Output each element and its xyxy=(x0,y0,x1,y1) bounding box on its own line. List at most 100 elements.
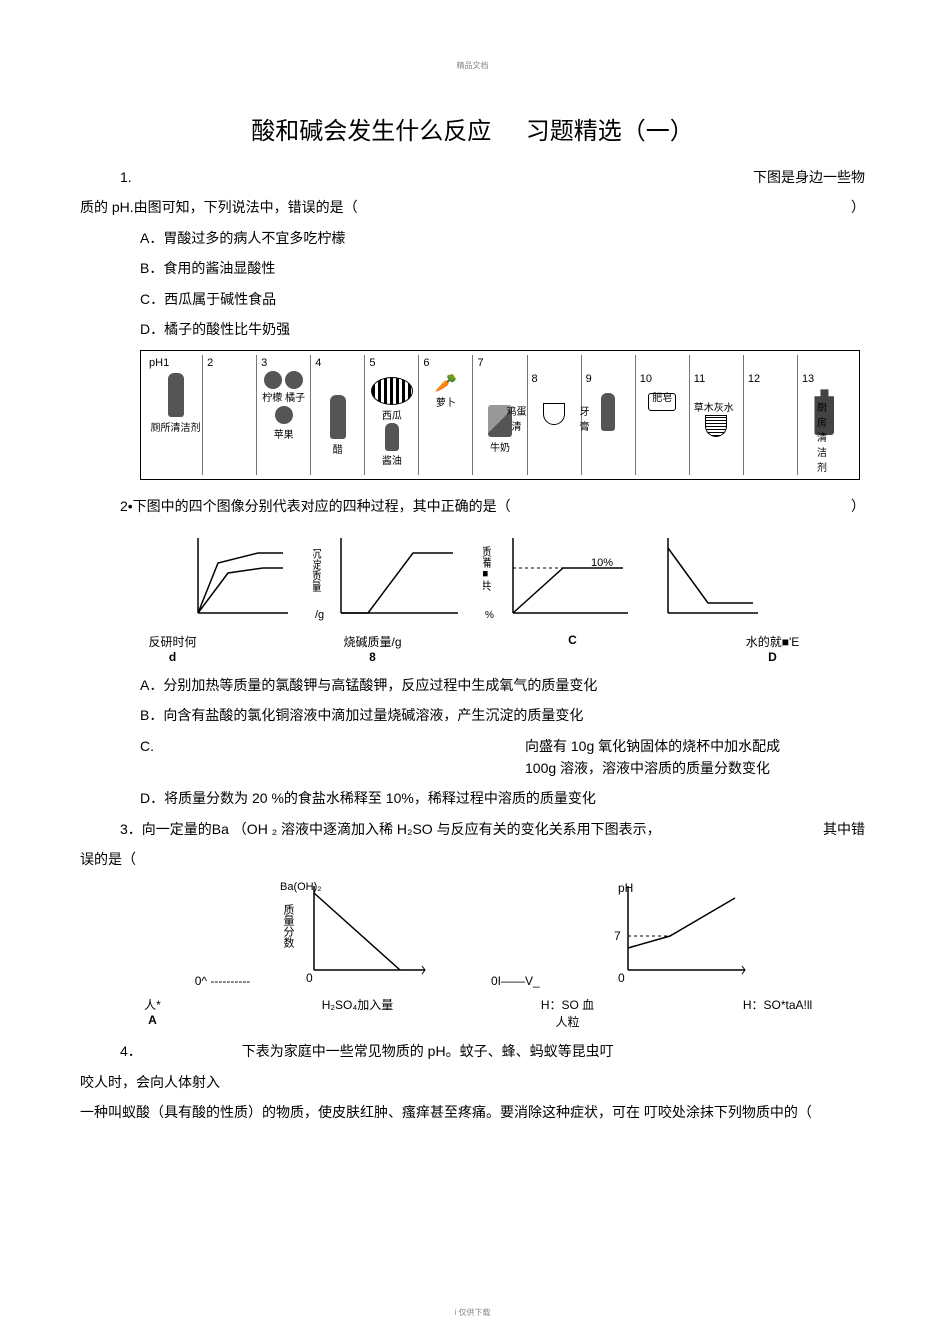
q2-option-A: A．分别加热等质量的氯酸钾与高锰酸钾，反应过程中生成氧气的质量变化 xyxy=(80,674,865,696)
q3c-l1: 0I——V_ xyxy=(460,974,570,988)
q2-option-C-r1: 向盛有 10g 氧化钠固体的烧杯中加水配成 xyxy=(525,738,780,754)
q3c-l3: 人粒 xyxy=(555,1015,579,1029)
q2b-letter: 8 xyxy=(303,650,443,664)
item-vinegar: 醋 xyxy=(333,441,343,456)
svg-text:%: % xyxy=(485,610,494,621)
q2-graph-a xyxy=(183,528,293,628)
title-row: 酸和碱会发生什么反应 习题精选（一） xyxy=(80,111,865,146)
q3-stem1-r: 其中错 xyxy=(823,818,865,840)
q2-option-B: B．向含有盐酸的氯化铜溶液中滴加过量烧碱溶液，产生沉淀的质量变化 xyxy=(80,704,865,726)
svg-text:0: 0 xyxy=(618,971,625,985)
q2b-ylabel: 沉淀质量 xyxy=(313,547,322,591)
q3a-xr: 人* xyxy=(144,998,161,1012)
ph-tick-6: 6 xyxy=(423,357,429,369)
q4-num: 4． xyxy=(120,1040,142,1062)
q3d-7: 7 xyxy=(614,929,621,943)
item-radish: 萝卜 xyxy=(436,394,456,409)
item-lemon-orange: 柠檬 橘子 xyxy=(262,389,305,404)
item-watermelon: 西瓜 xyxy=(382,407,402,422)
item-toothpaste: 牙膏 xyxy=(578,403,592,433)
item-milk: 牛奶 xyxy=(490,439,510,454)
q2-option-D: D．将质量分数为 20 %的食盐水稀释至 10%，稀释过程中溶质的质量变化 xyxy=(80,787,865,809)
ph-tick-4: 4 xyxy=(315,357,321,369)
orange-icon xyxy=(285,371,303,389)
svg-text:0: 0 xyxy=(306,971,313,985)
q2a-letter: d xyxy=(103,650,243,664)
q3-stem-line1: 3．向一定量的Ba （OH ₂ 溶液中逐滴加入稀 H₂SO 与反应有关的变化关系… xyxy=(80,818,865,840)
q1-line2-right: ） xyxy=(851,196,865,218)
q2-stem: 2•下图中的四个图像分别代表对应的四种过程，其中正确的是（ ） xyxy=(80,495,865,517)
q2-graph-d xyxy=(653,528,763,628)
q3d-xlabel: H：SO*taA!ll xyxy=(708,996,848,1030)
apple-icon xyxy=(275,406,293,424)
q1-number: 1. xyxy=(80,166,132,188)
radish-icon: 🥕 xyxy=(435,373,457,394)
ph-tick-1: 1 xyxy=(163,357,169,369)
q2c-10pct: 10% xyxy=(591,557,613,569)
title-sub: 习题精选（一） xyxy=(526,111,694,146)
q3-stem1-l: 3．向一定量的Ba （OH ₂ 溶液中逐滴加入稀 H₂SO 与反应有关的变化关系… xyxy=(120,818,661,840)
ph-tick-10: 10 xyxy=(640,373,652,385)
svg-text:质備■共: 质備■共 xyxy=(483,545,492,591)
q1-line2: 质的 pH.由图可知，下列说法中，错误的是（ ） xyxy=(80,196,865,218)
q3-letter-A: A xyxy=(148,1013,157,1027)
ph-tick-3: 3 xyxy=(261,357,267,369)
item-soap: 肥皂 xyxy=(652,389,672,404)
q3-stem-line2: 误的是（ xyxy=(80,848,865,870)
toothpaste-icon xyxy=(601,393,615,431)
item-apple: 苹果 xyxy=(274,426,294,441)
q3a-0: 0^ xyxy=(195,974,207,988)
header-watermark: 精品文档 xyxy=(80,60,865,71)
q2c-letter: C xyxy=(503,633,643,647)
q2d-letter: D xyxy=(703,650,843,664)
q2a-xlabel: 反研时何 xyxy=(148,635,196,649)
q2-graph-labels: 反研时何d 烧碱质量/g8 C 水的就■'ED xyxy=(80,633,865,664)
q3-graphs: 0^ ---------- Ba(OH)₂ 质量分数 0 0I——V_ pH 7… xyxy=(80,878,865,988)
watermelon-icon xyxy=(371,377,413,405)
soy-icon xyxy=(385,423,399,451)
q4-line2: 咬人时，会向人体射入 xyxy=(80,1071,865,1093)
ph-tick-13: 13 xyxy=(802,373,814,385)
q2-option-C-r2: 100g 溶液，溶液中溶质的质量分数变化 xyxy=(525,760,770,776)
item-toilet-cleaner: 厕所清洁剂 xyxy=(151,419,201,434)
footer-watermark: i 仅供下载 xyxy=(0,1307,945,1318)
title-main: 酸和碱会发生什么反应 xyxy=(251,111,491,146)
ph-prefix: pH xyxy=(149,357,163,369)
ph-tick-2: 2 xyxy=(207,357,213,369)
q1-right-fragment: 下图是身边一些物 xyxy=(753,166,865,188)
ph-tick-8: 8 xyxy=(532,373,538,385)
ph-scale-figure: pH1 厕所清洁剂 2 3 柠檬 橘子 苹果 4 醋 5 西瓜 酱油 6 🥕 萝… xyxy=(140,350,860,480)
q2-option-C-left: C. xyxy=(140,735,154,757)
q1-option-A: A．胃酸过多的病人不宜多吃柠檬 xyxy=(80,227,865,249)
q2-option-C: C. 向盛有 10g 氧化钠固体的烧杯中加水配成 100g 溶液，溶液中溶质的质… xyxy=(80,735,865,780)
q4-line1: 4． 下表为家庭中一些常见物质的 pH。蚊子、蜂、蚂蚁等昆虫叮 xyxy=(80,1040,865,1062)
q1-line2-left: 质的 pH.由图可知，下列说法中，错误的是（ xyxy=(80,196,358,218)
svg-text:/g: /g xyxy=(315,609,324,621)
q2-graphs: 沉淀质量 /g 质備■共 % 10% xyxy=(80,528,865,628)
svg-text:pH: pH xyxy=(618,881,633,895)
ph-tick-5: 5 xyxy=(369,357,375,369)
q3-x-labels: 人* A H₂SO₄加入量 H：SO 血 人粒 H：SO*taA!ll xyxy=(80,996,865,1030)
q1-option-B: B．食用的酱油显酸性 xyxy=(80,257,865,279)
ph-tick-12: 12 xyxy=(748,373,760,385)
lemon-icon xyxy=(264,371,282,389)
q3-graph-d: pH 7 0 xyxy=(600,878,750,988)
item-soy: 酱油 xyxy=(382,452,402,467)
svg-text:Ba(OH)₂: Ba(OH)₂ xyxy=(280,881,322,893)
q1-line1: 1. 下图是身边一些物 xyxy=(80,166,865,188)
ph-tick-7: 7 xyxy=(477,357,483,369)
ph-tick-11: 11 xyxy=(694,373,705,385)
q1-option-C: C．西瓜属于碱性食品 xyxy=(80,288,865,310)
egg-white-icon xyxy=(543,403,565,425)
q3b-xlabel: H₂SO₄加入量 xyxy=(288,996,428,1030)
q3c-l2: H：SO 血 xyxy=(541,998,594,1012)
q2b-xlabel: 烧碱质量/g xyxy=(343,635,401,649)
q2-graph-b: 沉淀质量 /g xyxy=(313,528,463,628)
item-ash: 草木灰水 xyxy=(694,399,734,414)
q1-option-D: D．橘子的酸性比牛奶强 xyxy=(80,318,865,340)
q4-right: 下表为家庭中一些常见物质的 pH。蚊子、蜂、蚂蚁等昆虫叮 xyxy=(242,1040,865,1062)
ash-icon xyxy=(705,415,727,437)
q3-graph-b: Ba(OH)₂ 质量分数 0 xyxy=(280,878,430,988)
item-kitchen-cleaner: 厨房清洁剂 xyxy=(815,399,829,474)
q2d-sub: 'E xyxy=(789,635,799,649)
